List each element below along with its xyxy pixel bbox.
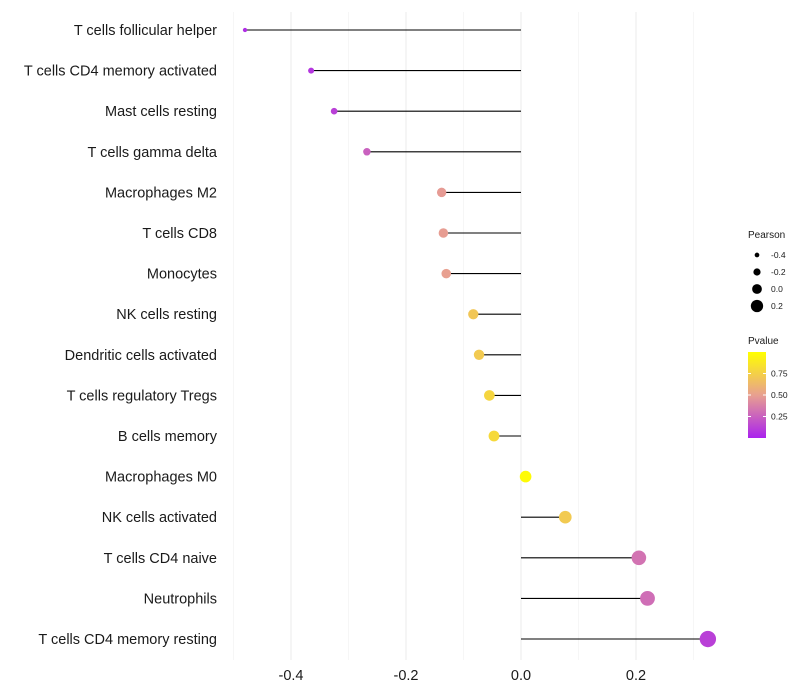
lollipop-point bbox=[558, 510, 572, 524]
y-category-label: Dendritic cells activated bbox=[65, 348, 217, 364]
lollipop-point bbox=[468, 309, 479, 320]
colorbar-label: 0.50 bbox=[771, 390, 788, 400]
size-legend-key bbox=[752, 284, 762, 294]
y-category-label: T cells regulatory Tregs bbox=[67, 388, 217, 404]
y-category-label: Macrophages M2 bbox=[105, 185, 217, 201]
lollipop-point bbox=[640, 591, 655, 606]
size-legend-label: 0.0 bbox=[771, 284, 783, 294]
pvalue-colorbar bbox=[748, 352, 766, 438]
y-category-label: Monocytes bbox=[147, 267, 217, 283]
lollipop-point bbox=[438, 228, 449, 238]
lollipop-point bbox=[519, 470, 532, 483]
y-category-label: B cells memory bbox=[118, 429, 218, 445]
size-legend-label: -0.2 bbox=[771, 267, 786, 277]
lollipop-point bbox=[488, 430, 500, 442]
lollipop-point bbox=[699, 630, 717, 648]
y-category-label: T cells gamma delta bbox=[88, 145, 218, 161]
segment-layer bbox=[245, 29, 708, 640]
size-legend-key bbox=[754, 252, 760, 258]
size-legend-key bbox=[750, 299, 764, 313]
point-layer bbox=[242, 27, 717, 648]
lollipop-point bbox=[631, 550, 647, 566]
y-category-label: T cells CD4 memory resting bbox=[38, 632, 217, 648]
colorbar-label: 0.25 bbox=[771, 412, 788, 422]
y-axis-labels: T cells follicular helper T cells CD4 mem… bbox=[24, 23, 218, 648]
lollipop-point bbox=[363, 148, 371, 156]
lollipop-point bbox=[308, 67, 315, 74]
x-tick-label: -0.4 bbox=[279, 668, 304, 684]
y-category-label: T cells CD4 memory activated bbox=[24, 64, 217, 80]
size-legend-key bbox=[753, 268, 761, 276]
x-tick-label: -0.2 bbox=[394, 668, 419, 684]
lollipop-point bbox=[436, 187, 447, 198]
y-category-label: NK cells activated bbox=[102, 510, 217, 526]
lollipop-point bbox=[484, 390, 495, 401]
x-axis-ticks: -0.4 -0.2 0.0 0.2 bbox=[279, 668, 647, 684]
y-category-label: Macrophages M0 bbox=[105, 470, 217, 486]
y-category-label: T cells CD4 naive bbox=[104, 551, 217, 567]
lollipop-point bbox=[473, 349, 485, 361]
grid-layer bbox=[233, 12, 694, 660]
size-legend-label: -0.4 bbox=[771, 250, 786, 260]
lollipop-point bbox=[441, 268, 452, 279]
y-category-label: NK cells resting bbox=[116, 307, 217, 323]
lollipop-point bbox=[242, 27, 248, 33]
color-legend-title: Pvalue bbox=[748, 336, 779, 347]
y-category-label: Mast cells resting bbox=[105, 104, 217, 120]
colorbar-label: 0.75 bbox=[771, 369, 788, 379]
y-category-label: T cells follicular helper bbox=[74, 23, 217, 39]
size-legend-label: 0.2 bbox=[771, 301, 783, 311]
y-category-label: Neutrophils bbox=[144, 591, 217, 607]
y-category-label: T cells CD8 bbox=[142, 226, 217, 242]
size-legend-title: Pearson bbox=[748, 230, 785, 241]
lollipop-point bbox=[330, 107, 338, 115]
x-tick-label: 0.0 bbox=[511, 668, 531, 684]
legend: Pearson Pvalue -0.4 -0.2 0.0 0.2 0.75 0.50 0.2… bbox=[748, 230, 788, 438]
x-tick-label: 0.2 bbox=[626, 668, 646, 684]
